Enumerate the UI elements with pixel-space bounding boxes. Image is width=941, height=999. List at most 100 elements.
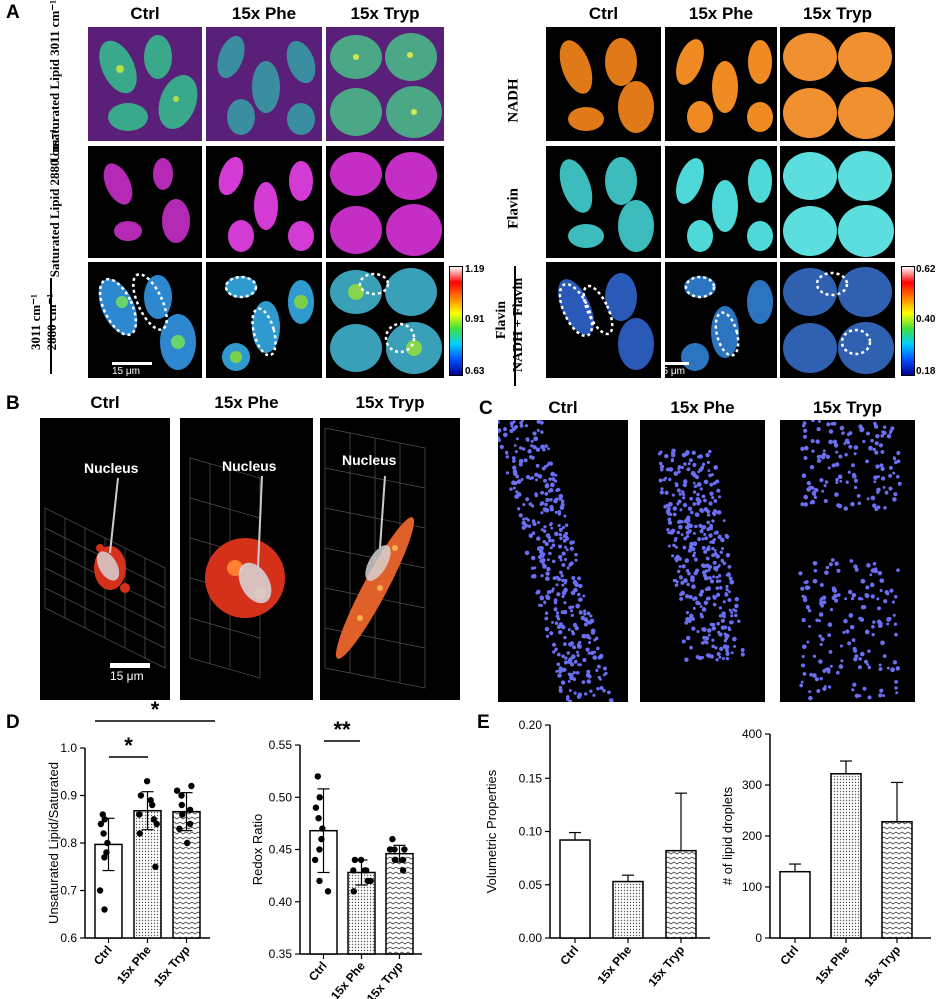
lipid-droplet — [554, 473, 558, 477]
lipid-droplet — [666, 506, 671, 512]
lipid-droplet — [701, 494, 706, 499]
redox-top-label: Flavin — [494, 300, 509, 340]
lipid-droplet — [816, 426, 821, 432]
lipid-droplet — [847, 470, 851, 474]
lipid-droplet — [858, 657, 862, 661]
lipid-droplet — [596, 646, 600, 651]
lipid-droplet — [676, 502, 680, 506]
lipid-droplet — [706, 520, 710, 525]
lipid-droplet — [878, 693, 883, 698]
lipid-droplet — [535, 473, 539, 477]
lipid-droplet — [569, 546, 574, 551]
lipid-droplet — [582, 657, 587, 663]
lipid-droplet — [888, 617, 892, 621]
lipid-droplet — [875, 434, 880, 439]
lipid-droplet — [564, 523, 569, 527]
lipid-droplet — [812, 578, 818, 584]
lipid-droplet — [840, 659, 844, 663]
lipid-droplet — [709, 491, 714, 496]
bar — [665, 849, 697, 939]
lipid-droplet — [682, 492, 686, 497]
panel-b-col-phe: 15x Phe — [214, 393, 279, 412]
lipid-droplet — [561, 578, 565, 583]
lipid-droplet — [803, 580, 807, 584]
lipid-droplet — [814, 677, 819, 682]
lipid-droplet — [836, 593, 841, 597]
lipid-droplet — [599, 653, 604, 659]
lipid-droplet — [842, 630, 846, 634]
lipid-droplet — [671, 554, 675, 558]
lipid-droplet — [559, 570, 563, 575]
lipid-droplet — [607, 690, 611, 695]
lipid-droplet — [873, 475, 878, 480]
lipid-droplet — [844, 597, 848, 601]
lipid-droplet — [691, 626, 696, 631]
lipid-droplet — [543, 601, 547, 605]
lipid-droplet — [725, 588, 729, 592]
a-sat-ctrl-image — [88, 146, 202, 258]
lipid-droplet — [706, 596, 711, 601]
lipid-droplet — [689, 645, 693, 650]
lipid-droplet — [821, 489, 825, 493]
lipid-droplet — [798, 571, 803, 576]
lipid-droplet — [561, 551, 566, 556]
lipid-droplet — [555, 583, 559, 587]
lipid-droplet — [588, 636, 592, 640]
data-point — [188, 782, 195, 790]
lipid-droplet — [700, 563, 706, 568]
a-right-cbar-max: 0.62 — [916, 264, 936, 275]
x-tick-label: Ctrl — [777, 943, 801, 968]
lipid-droplet — [699, 605, 703, 608]
data-point — [149, 801, 156, 809]
lipid-droplet — [728, 608, 732, 612]
lipid-droplet — [586, 611, 591, 616]
lipid-droplet — [713, 552, 718, 557]
lipid-droplet — [712, 595, 717, 600]
lipid-droplet — [850, 501, 855, 507]
data-point — [137, 792, 145, 799]
lipid-droplet — [544, 576, 550, 582]
lipid-droplet — [568, 641, 573, 647]
lipid-droplet — [662, 478, 666, 482]
x-tick-label: 15x Phe — [114, 943, 154, 987]
lipid-droplet — [564, 558, 567, 561]
lipid-droplet — [544, 541, 549, 547]
lipid-droplet — [512, 465, 517, 470]
a-sat-phe-image — [206, 146, 322, 258]
lipid-droplet — [713, 549, 717, 552]
data-point — [386, 846, 394, 853]
lipid-droplet — [678, 524, 683, 530]
lipid-droplet — [560, 499, 565, 504]
lipid-droplet — [682, 502, 688, 508]
lipid-droplet — [687, 571, 691, 576]
lipid-droplet — [703, 479, 709, 485]
lipid-droplet — [712, 602, 717, 607]
lipid-droplet — [690, 470, 696, 476]
a-unsat-tryp-image — [326, 27, 444, 141]
lipid-droplet — [541, 554, 545, 558]
lipid-droplet — [706, 628, 712, 633]
panel-a-label: A — [6, 2, 20, 23]
lipid-droplet — [671, 493, 675, 497]
lipid-droplet — [684, 594, 690, 599]
lipid-droplet — [596, 664, 601, 669]
lipid-droplet — [532, 521, 537, 527]
lipid-droplet — [701, 537, 705, 541]
lipid-droplet — [539, 420, 544, 425]
lipid-droplet — [549, 546, 553, 550]
lipid-droplet — [498, 420, 500, 424]
y-tick-label: 400 — [742, 727, 762, 741]
lipid-droplet — [863, 659, 869, 664]
lipid-droplet — [515, 490, 519, 494]
lipid-droplet — [808, 690, 812, 694]
lipid-droplet — [554, 510, 558, 514]
y-tick-label: 0.10 — [519, 825, 543, 839]
lipid-droplet — [833, 443, 839, 448]
data-point — [319, 825, 326, 832]
lipid-droplet — [545, 594, 550, 599]
lipid-droplet — [843, 442, 847, 446]
lipid-droplet — [541, 562, 545, 566]
lipid-droplet — [851, 592, 857, 598]
lipid-droplet — [851, 463, 855, 468]
lipid-droplet — [892, 456, 896, 460]
